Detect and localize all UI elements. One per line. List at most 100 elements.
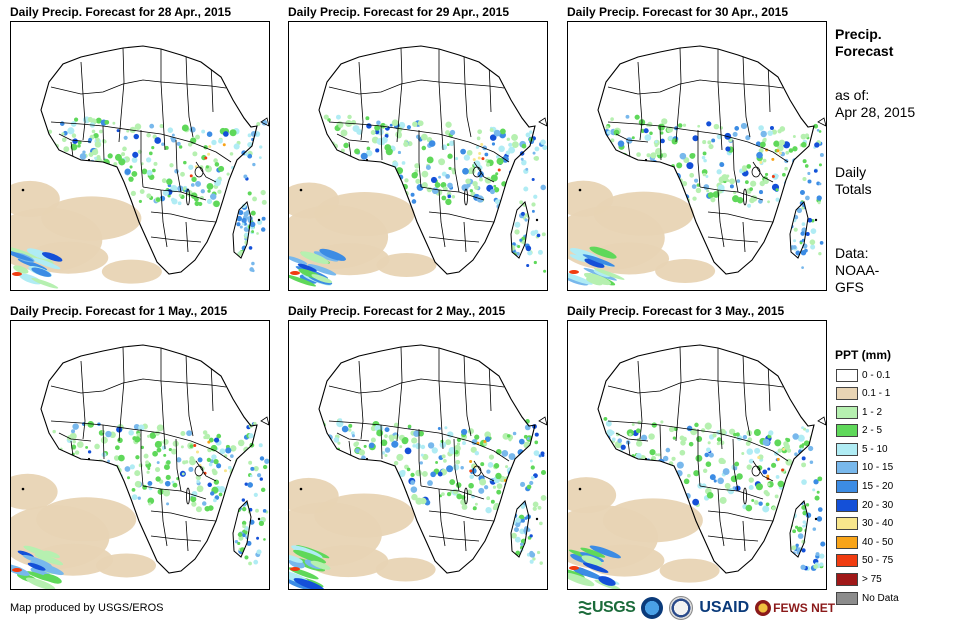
legend-swatch <box>836 480 858 494</box>
legend-swatch <box>836 554 858 568</box>
lake-outline <box>743 188 747 206</box>
legend-swatch <box>836 517 858 531</box>
legend-swatch <box>836 368 858 382</box>
legend-row: 0.1 - 1 <box>836 386 899 402</box>
usgs-logo-text: USGS <box>592 599 636 616</box>
panel-title: Daily Precip. Forecast for 1 May., 2015 <box>10 304 228 318</box>
legend-label: No Data <box>862 592 899 604</box>
island-dot <box>814 218 818 222</box>
asof-label: as of: <box>835 87 870 103</box>
country-borders <box>328 47 510 253</box>
island-outline <box>538 416 547 426</box>
coastal-rain <box>519 132 547 273</box>
continent-outline <box>318 45 536 275</box>
legend-label: 10 - 15 <box>862 462 894 474</box>
island-dot <box>644 158 648 162</box>
island-dot <box>87 158 91 162</box>
island-dot <box>814 517 818 521</box>
panel-title: Daily Precip. Forecast for 30 Apr., 2015 <box>567 5 788 19</box>
island-outline <box>260 117 269 127</box>
madagascar-outline <box>789 500 809 558</box>
heading-line: Forecast <box>835 43 894 59</box>
lake-outline <box>751 465 761 477</box>
country-borders <box>50 346 232 552</box>
legend-swatch <box>836 591 858 605</box>
legend-label: 30 - 40 <box>862 518 894 530</box>
ocean-rain-band <box>568 246 625 286</box>
legend: 0 - 0.1 0.1 - 1 1 - 2 2 - 5 5 - 10 10 - 15 15 … <box>836 367 899 609</box>
madagascar-outline <box>510 201 530 259</box>
lake-outline <box>194 166 204 178</box>
ocean-dry-area <box>11 473 157 578</box>
lake-outline <box>464 487 468 505</box>
legend-swatch <box>836 535 858 549</box>
island-dot <box>21 188 25 192</box>
legend-label: 50 - 75 <box>862 555 894 567</box>
panel-title: Daily Precip. Forecast for 2 May., 2015 <box>288 304 506 318</box>
legend-row: 20 - 30 <box>836 497 899 513</box>
island-outline <box>538 117 547 127</box>
legend-swatch <box>836 498 858 512</box>
ocean-rain-band <box>11 246 63 289</box>
coastal-rain <box>800 426 826 571</box>
island-dot <box>535 218 539 222</box>
ocean-rain-band <box>11 545 64 589</box>
continent-outline <box>597 344 815 574</box>
legend-swatch <box>836 387 858 401</box>
ocean-rain-band <box>289 248 346 287</box>
legend-row: > 75 <box>836 572 899 588</box>
continent-outline <box>40 45 258 275</box>
island-dot <box>299 487 303 491</box>
island-outline <box>817 117 826 127</box>
forecast-map <box>567 320 827 590</box>
legend-row: 2 - 5 <box>836 423 899 439</box>
totals-line: Totals <box>835 181 872 197</box>
legend-row: 0 - 0.1 <box>836 367 899 383</box>
usgs-logo: USGS <box>578 599 636 617</box>
legend-row: 40 - 50 <box>836 534 899 550</box>
island-dot <box>644 457 648 461</box>
heading-line: Precip. <box>835 26 882 42</box>
madagascar-outline <box>232 500 252 558</box>
island-dot <box>578 188 582 192</box>
country-borders <box>50 47 232 253</box>
coastal-rain <box>799 123 824 270</box>
panel-title: Daily Precip. Forecast for 28 Apr., 2015 <box>10 5 231 19</box>
sidebar-heading: Precip. Forecast <box>835 26 893 60</box>
data-source-line: Data: <box>835 245 869 261</box>
ocean-rain-band <box>568 545 621 589</box>
legend-label: 5 - 10 <box>862 443 888 455</box>
madagascar-outline <box>510 500 530 558</box>
island-dot <box>257 218 261 222</box>
madagascar-outline <box>789 201 809 259</box>
legend-row: 30 - 40 <box>836 516 899 532</box>
data-source-block: Data: NOAA- GFS <box>835 245 879 296</box>
totals-line: Daily <box>835 164 867 180</box>
seal-logo <box>669 596 694 620</box>
lake-outline <box>472 166 482 178</box>
legend-row: 5 - 10 <box>836 441 899 457</box>
panel-title: Daily Precip. Forecast for 3 May., 2015 <box>567 304 785 318</box>
island-outline <box>817 416 826 426</box>
data-source-line: GFS <box>835 279 864 295</box>
panel-title: Daily Precip. Forecast for 29 Apr., 2015 <box>288 5 509 19</box>
legend-swatch <box>836 573 858 587</box>
country-borders <box>607 346 789 552</box>
noaa-logo <box>641 597 664 619</box>
credit-text: Map produced by USGS/EROS <box>10 602 164 614</box>
country-borders <box>328 346 510 552</box>
rain-belt <box>41 116 257 211</box>
island-dot <box>87 457 91 461</box>
forecast-map <box>10 21 270 291</box>
lake-outline <box>194 465 204 477</box>
island-dot <box>257 517 261 521</box>
lake-outline <box>743 487 747 505</box>
legend-swatch <box>836 461 858 475</box>
island-dot <box>365 158 369 162</box>
asof-date: Apr 28, 2015 <box>835 104 916 120</box>
legend-row: 10 - 15 <box>836 460 899 476</box>
ocean-rain-band <box>289 545 331 589</box>
forecast-map <box>288 320 548 590</box>
lake-outline <box>464 188 468 206</box>
legend-row: No Data <box>836 590 899 606</box>
